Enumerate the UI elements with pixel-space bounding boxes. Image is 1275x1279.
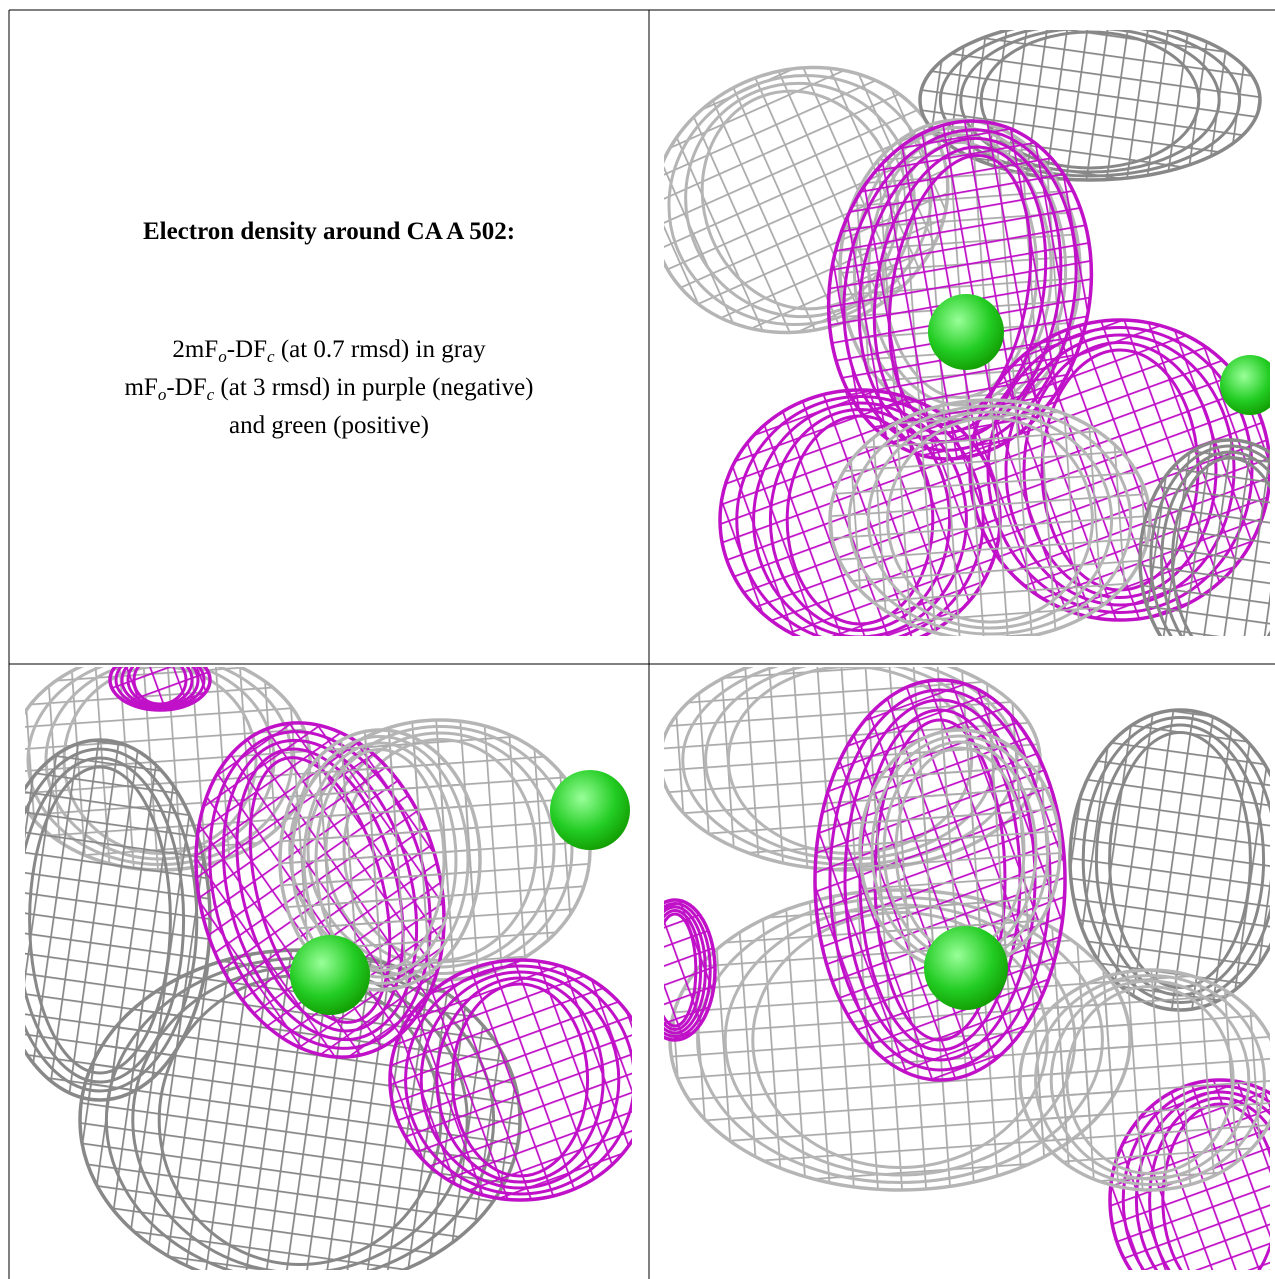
mesh-ring xyxy=(664,909,703,1031)
mesh-ring xyxy=(132,667,188,706)
mesh-panels xyxy=(25,30,1270,1270)
caption-text: (at 0.7 rmsd) in gray xyxy=(274,336,486,363)
mesh-ring xyxy=(866,410,1114,630)
mesh-panel xyxy=(664,667,1270,1270)
mesh-ring xyxy=(1160,450,1270,636)
mesh-ring xyxy=(664,905,707,1035)
mesh-ring xyxy=(1049,979,1251,1181)
caption-lines: 2mFo-DFc (at 0.7 rmsd) in gray mFo-DFc (a… xyxy=(10,331,648,445)
mesh-blob xyxy=(1018,968,1270,1192)
subscript: o xyxy=(157,385,167,404)
caption-text: -DF xyxy=(226,336,268,363)
mesh-blob xyxy=(388,958,632,1202)
caption-text: -DF xyxy=(166,374,207,401)
mesh-blob xyxy=(1138,438,1270,636)
caption-title: Electron density around CA A 502: xyxy=(142,218,516,245)
caption-line: and green (positive) xyxy=(10,407,648,445)
mesh-ring xyxy=(419,970,621,1190)
caption-text: mF xyxy=(124,374,158,401)
mesh-ring xyxy=(1149,444,1270,636)
mesh-blob xyxy=(278,728,482,992)
atom-sphere xyxy=(1220,355,1270,415)
subscript: c xyxy=(267,347,275,366)
mesh-ring xyxy=(450,982,590,1178)
mesh-ring xyxy=(938,30,1242,178)
mesh-ring xyxy=(886,416,1094,624)
atom-sphere xyxy=(290,935,370,1015)
mesh-ring xyxy=(979,30,1201,170)
caption-line: mFo-DFc (at 3 rmsd) in purple (negative) xyxy=(10,369,648,407)
caption-text: and green (positive) xyxy=(229,412,429,439)
mesh-ring xyxy=(1034,974,1266,1186)
caption-text: 2mF xyxy=(172,336,219,363)
subscript: o xyxy=(218,347,227,366)
atom-sphere xyxy=(550,770,630,850)
frame xyxy=(8,9,1275,1279)
atom-sphere xyxy=(928,294,1004,370)
caption-line: 2mFo-DFc (at 0.7 rmsd) in gray xyxy=(10,331,648,369)
mesh-ring xyxy=(847,404,1133,636)
caption-text: (at 3 rmsd) in purple (negative) xyxy=(214,374,534,401)
mesh-blob xyxy=(828,398,1152,636)
mesh-ring xyxy=(302,741,458,979)
mesh-ring xyxy=(664,902,712,1038)
mesh-ring xyxy=(435,976,605,1184)
mesh-ring xyxy=(959,30,1221,174)
mesh-ring xyxy=(664,912,698,1028)
mesh-ring xyxy=(290,735,470,985)
mesh-blob xyxy=(664,898,717,1042)
mesh-panel xyxy=(664,30,1270,636)
mesh-ring xyxy=(1065,985,1235,1175)
mesh-ring xyxy=(314,748,446,972)
subscript: c xyxy=(206,385,215,404)
mesh-ring xyxy=(1170,456,1270,636)
mesh-ring xyxy=(404,964,632,1196)
atom-sphere xyxy=(924,926,1008,1010)
mesh-panel xyxy=(25,667,632,1270)
caption: Electron density around CA A 502: 2mFo-D… xyxy=(10,11,648,663)
